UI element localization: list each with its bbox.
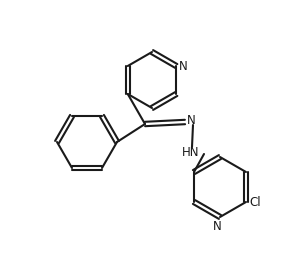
Text: N: N <box>179 60 188 73</box>
Text: HN: HN <box>182 146 199 159</box>
Text: Cl: Cl <box>249 196 260 209</box>
Text: N: N <box>187 115 196 128</box>
Text: N: N <box>213 220 221 233</box>
